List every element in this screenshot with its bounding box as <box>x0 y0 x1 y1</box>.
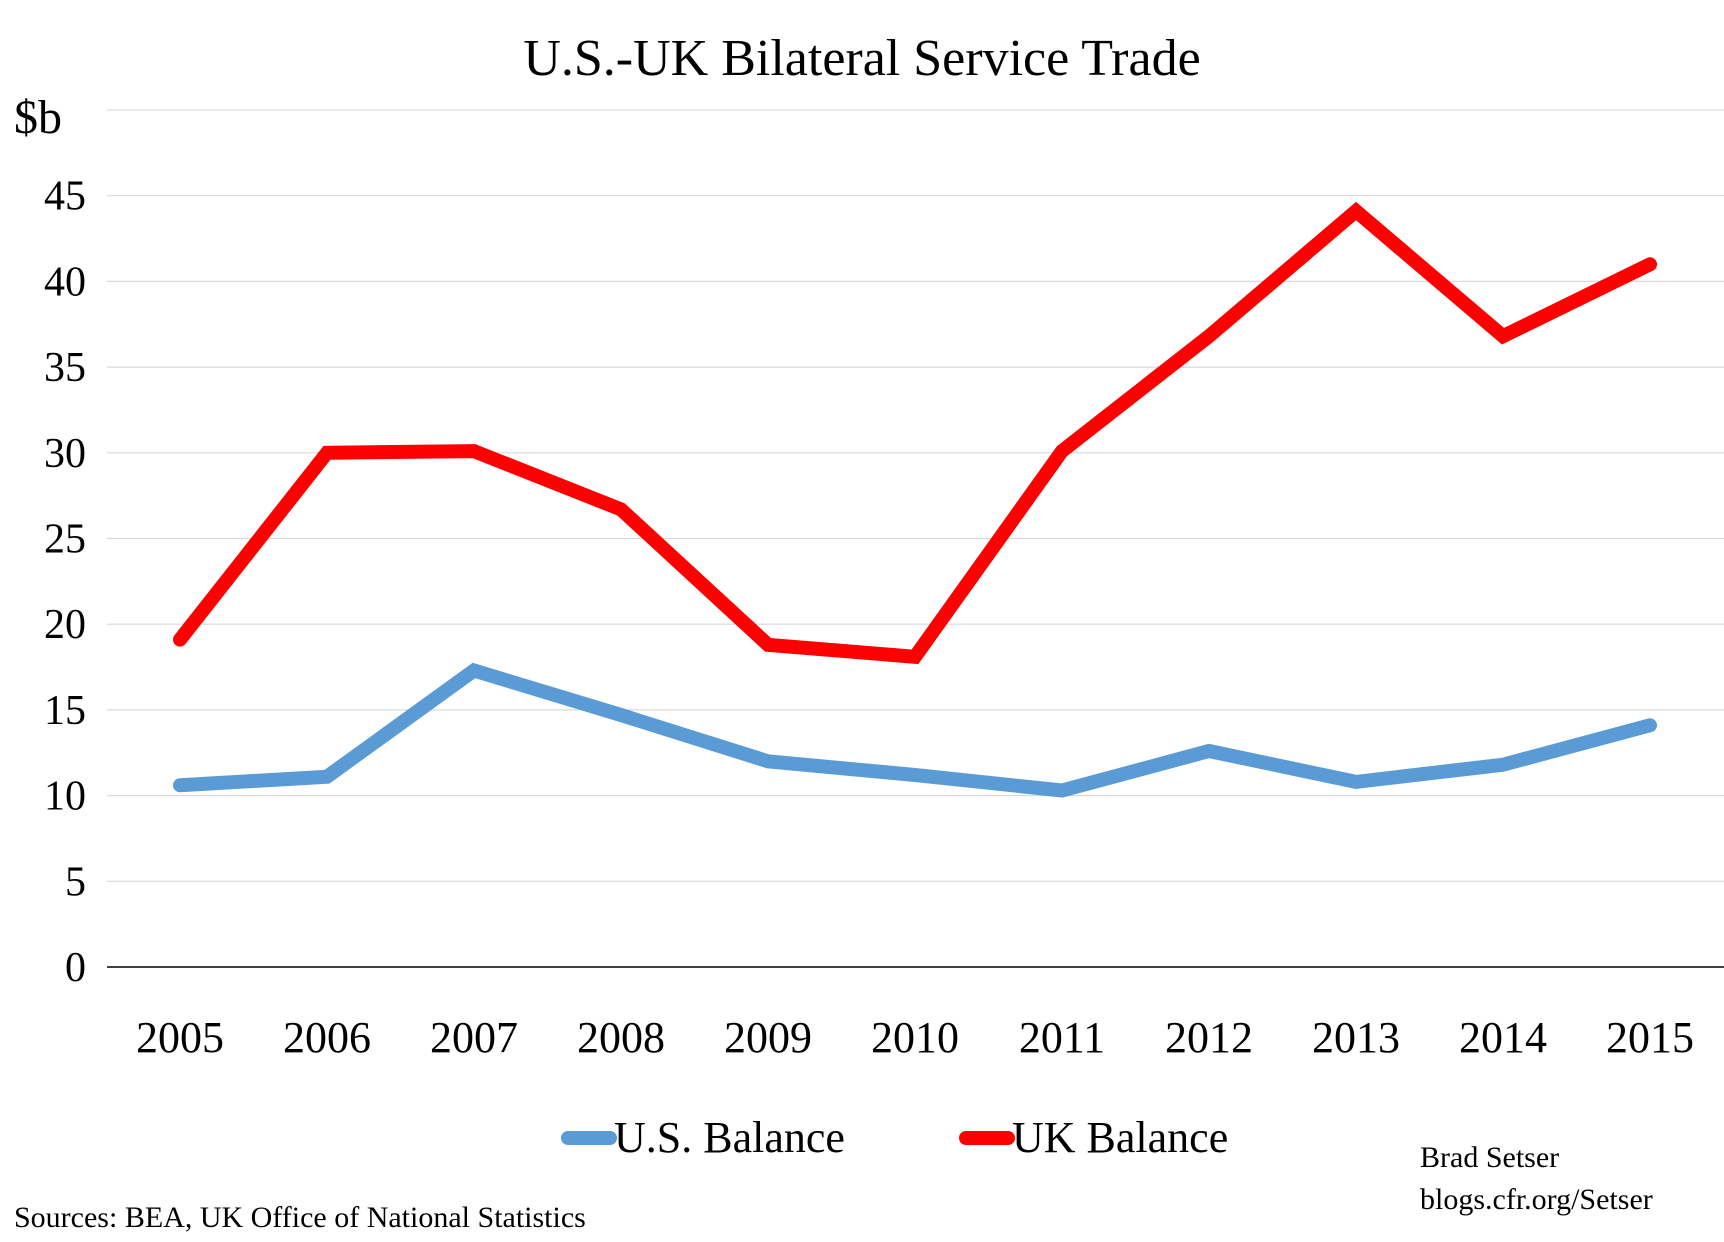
data-point-uk-balance <box>473 450 475 453</box>
y-tick-label: 25 <box>44 517 86 563</box>
series-line-uk-balance <box>173 201 1657 665</box>
credit-author: Brad Setser <box>1420 1141 1559 1174</box>
y-tick-label: 40 <box>44 259 86 305</box>
x-tick-label: 2014 <box>1459 1013 1547 1062</box>
data-point-uk-balance <box>1649 263 1651 266</box>
x-tick-label: 2006 <box>283 1013 371 1062</box>
x-tick-label: 2013 <box>1312 1013 1400 1062</box>
data-point-uk-balance <box>1355 210 1357 213</box>
data-point-u-s-balance <box>1502 763 1504 766</box>
y-tick-label: 45 <box>44 174 86 220</box>
chart-title: U.S.-UK Bilateral Service Trade <box>523 30 1200 87</box>
series-lines <box>173 201 1657 798</box>
source-note: Sources: BEA, UK Office of National Stat… <box>14 1201 586 1234</box>
y-axis-label: $b <box>14 91 62 144</box>
data-point-uk-balance <box>326 451 328 454</box>
data-point-uk-balance <box>1061 450 1063 453</box>
data-point-u-s-balance <box>326 775 328 778</box>
data-point-u-s-balance <box>1355 780 1357 783</box>
x-tick-label: 2010 <box>871 1013 959 1062</box>
y-tick-label: 0 <box>65 945 86 991</box>
data-point-u-s-balance <box>914 774 916 777</box>
y-tick-label: 10 <box>44 774 86 820</box>
data-point-uk-balance <box>179 638 181 641</box>
legend: U.S. Balance UK Balance <box>561 1113 1228 1162</box>
data-point-uk-balance <box>1502 335 1504 338</box>
data-point-u-s-balance <box>473 669 475 672</box>
y-tick-labels: 0 5 10 15 20 25 30 35 40 45 <box>44 174 86 991</box>
x-tick-labels: 2005 2006 2007 2008 2009 2010 2011 2012 2013 2014… <box>136 1013 1694 1062</box>
x-tick-label: 2007 <box>430 1013 518 1062</box>
data-point-u-s-balance <box>1649 724 1651 727</box>
x-tick-label: 2009 <box>724 1013 812 1062</box>
x-tick-label: 2012 <box>1165 1013 1253 1062</box>
data-point-uk-balance <box>914 655 916 658</box>
legend-label-uk-balance: UK Balance <box>1012 1113 1228 1162</box>
data-point-uk-balance <box>767 643 769 646</box>
series-line-u-s-balance <box>173 662 1657 798</box>
legend-label-us-balance: U.S. Balance <box>614 1113 845 1162</box>
data-point-u-s-balance <box>179 784 181 787</box>
data-point-uk-balance <box>620 508 622 511</box>
credit-site: blogs.cfr.org/Setser <box>1420 1183 1653 1216</box>
y-tick-label: 15 <box>44 688 86 734</box>
y-tick-label: 35 <box>44 345 86 391</box>
data-point-u-s-balance <box>1208 750 1210 753</box>
y-tick-label: 30 <box>44 431 86 477</box>
data-point-u-s-balance <box>1061 789 1063 792</box>
data-point-u-s-balance <box>767 760 769 763</box>
x-tick-label: 2005 <box>136 1013 224 1062</box>
y-tick-label: 5 <box>65 859 86 905</box>
x-tick-label: 2008 <box>577 1013 665 1062</box>
data-point-uk-balance <box>1208 335 1210 338</box>
data-point-u-s-balance <box>620 714 622 717</box>
y-tick-label: 20 <box>44 602 86 648</box>
x-tick-label: 2011 <box>1019 1013 1105 1062</box>
x-tick-label: 2015 <box>1606 1013 1694 1062</box>
